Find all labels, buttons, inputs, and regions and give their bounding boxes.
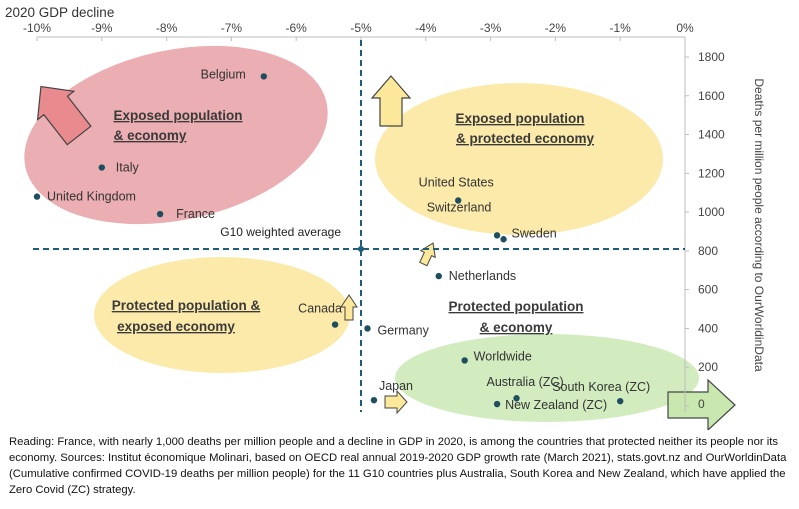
gdp-deaths-scatter-chart: -10% -9% -8% -7% -6% -5% -4% -3% -2% -1% 0% 0 200 40…: [5, 5, 766, 430]
arrow-up-left-red: [36, 85, 92, 146]
y-tick-label: 600: [698, 283, 718, 297]
zone-label-exposed-both-line1: Exposed population: [113, 108, 242, 123]
zone-label-exposed-population-line1: Exposed population: [455, 111, 584, 126]
points-layer: Belgium Italy United Kingdom France United S…: [33, 67, 650, 412]
point-belgium: [260, 73, 267, 80]
zone-label-exposed-population-line2: & protected economy: [456, 131, 595, 146]
x-tick-label: -5%: [350, 21, 372, 35]
zone-label-protected-both-line2: & economy: [480, 320, 553, 335]
x-tick-label: 0%: [676, 21, 694, 35]
zone-label-protected-both-line1: Protected population: [449, 299, 584, 314]
point-label-canada: Canada: [298, 302, 342, 316]
y-tick-label: 0: [698, 397, 705, 411]
y-tick-label: 400: [698, 321, 718, 335]
zone-ellipse-exposed-economy: [94, 257, 350, 373]
x-tick-label: -10%: [23, 21, 51, 35]
point-label-worldwide: Worldwide: [474, 349, 532, 363]
point-label-united-kingdom: United Kingdom: [47, 190, 136, 204]
reference-line-label: G10 weighted average: [220, 225, 341, 239]
point-south-korea-zc: [617, 397, 624, 405]
point-sweden: [500, 236, 507, 243]
point-france: [156, 210, 164, 218]
x-tick-label: -2%: [545, 21, 567, 35]
x-tick-label: -9%: [91, 21, 113, 35]
y-tick-label: 200: [698, 360, 718, 374]
point-label-new-zealand-zc: New Zealand (ZC): [505, 398, 607, 412]
x-tick-label: -8%: [156, 21, 178, 35]
point-switzerland: [493, 232, 501, 239]
point-label-germany: Germany: [377, 323, 429, 337]
point-label-south-korea-zc: South Korea (ZC): [552, 380, 650, 394]
point-united-states: [455, 197, 462, 204]
point-label-united-states: United States: [419, 175, 494, 189]
point-label-australia-zc: Australia (ZC): [487, 375, 564, 389]
point-italy: [98, 164, 106, 171]
point-germany: [364, 325, 371, 332]
y-tick-label: 1400: [698, 128, 725, 142]
arrow-up-yellow: [370, 75, 412, 127]
g10-average-point: [358, 245, 364, 252]
x-tick-label: -1%: [610, 21, 632, 35]
point-united-kingdom: [33, 193, 41, 200]
x-tick-label: -4%: [415, 21, 437, 35]
point-worldwide: [461, 357, 468, 364]
chart-title: 2020 GDP decline: [5, 5, 114, 20]
zone-ellipse-exposed-both: [24, 45, 328, 225]
y-tick-label: 1800: [698, 50, 725, 64]
zone-label-exposed-both-line2: & economy: [114, 128, 187, 143]
zone-label-exposed-economy-line2: exposed economy: [117, 319, 235, 334]
point-label-sweden: Sweden: [512, 226, 557, 240]
x-tick-label: -3%: [480, 21, 502, 35]
point-australia-zc: [513, 395, 520, 402]
reading-note: Reading: France, with nearly 1,000 death…: [9, 436, 787, 496]
arrow-right-yellow: [384, 389, 408, 415]
y-tick-label: 800: [698, 244, 718, 258]
point-new-zealand-zc: [493, 400, 501, 408]
point-japan: [370, 396, 378, 404]
x-tick-label: -6%: [286, 21, 308, 35]
y-tick-marks: 0 200 400 600 800 1000 1200 1400 1600 1800: [685, 50, 725, 411]
zone-ellipse-exposed-population: [375, 83, 663, 235]
point-label-france: France: [176, 207, 215, 221]
y-tick-label: 1600: [698, 89, 725, 103]
point-label-belgium: Belgium: [201, 67, 246, 81]
x-tick-marks: -10% -9% -8% -7% -6% -5% -4% -3% -2% -1% 0%: [23, 21, 694, 41]
point-netherlands: [435, 272, 442, 280]
arrow-small-up-yellow-2: [419, 242, 436, 267]
zone-label-exposed-economy-line1: Protected population &: [112, 298, 261, 313]
point-canada: [331, 321, 339, 328]
point-label-japan: Japan: [379, 379, 413, 393]
y-tick-label: 1000: [698, 205, 725, 219]
y-tick-label: 1200: [698, 166, 725, 180]
arrow-small-up-yellow-1: [340, 294, 358, 321]
point-label-netherlands: Netherlands: [449, 269, 516, 283]
point-label-italy: Italy: [116, 161, 140, 175]
y-axis-title: Deaths per million people according to O…: [752, 78, 766, 372]
point-label-switzerland: Switzerland: [427, 200, 492, 214]
x-tick-label: -7%: [221, 21, 243, 35]
